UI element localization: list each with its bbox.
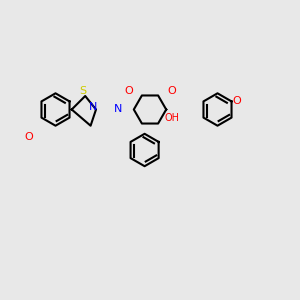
Text: OH: OH xyxy=(164,112,179,123)
Text: O: O xyxy=(124,85,133,96)
Text: O: O xyxy=(167,85,176,96)
Text: O: O xyxy=(232,96,241,106)
Text: N: N xyxy=(89,102,98,112)
Text: O: O xyxy=(24,131,33,142)
Text: N: N xyxy=(113,104,122,115)
Text: S: S xyxy=(79,85,86,96)
